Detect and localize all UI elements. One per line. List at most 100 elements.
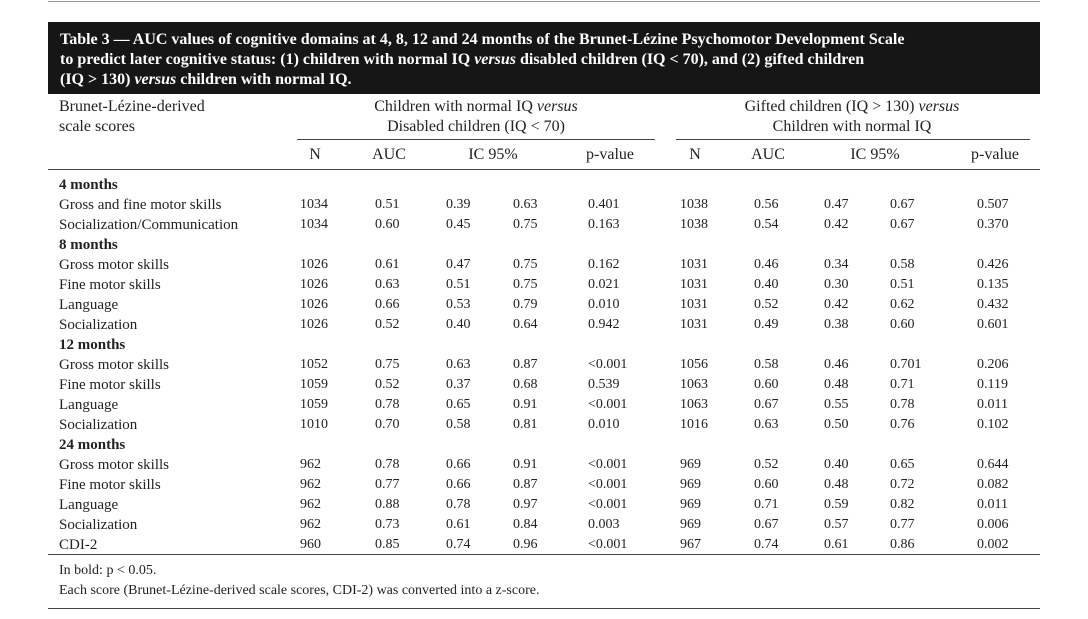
cell: 0.66 [446, 477, 471, 492]
cell: 0.79 [513, 297, 538, 312]
cell: 0.70 [375, 417, 400, 432]
cell: 0.72 [890, 477, 915, 492]
cell: 0.102 [977, 417, 1009, 432]
cell: 0.74 [754, 537, 779, 552]
row-label: Gross motor skills [59, 357, 170, 373]
cell: 0.011 [977, 397, 1008, 412]
cell: 0.82 [890, 497, 915, 512]
caption-text: (IQ > 130) [60, 71, 135, 88]
cell: 0.539 [588, 377, 620, 392]
cell: 0.71 [754, 497, 779, 512]
cell: 0.73 [375, 517, 400, 532]
column-header: N [309, 146, 321, 163]
group-header-text: Children with normal IQ [374, 98, 537, 115]
cell: 1059 [300, 397, 328, 412]
cell: 0.47 [446, 257, 471, 272]
cell: 0.006 [977, 517, 1009, 532]
cell: <0.001 [588, 357, 628, 372]
group-header-text: versus [536, 98, 578, 115]
row-label: Gross motor skills [59, 257, 170, 273]
group-header-text: Gifted children (IQ > 130) [744, 98, 919, 115]
footnote: Each score (Brunet-Lézine-derived scale … [59, 583, 540, 598]
cell: 0.62 [890, 297, 915, 312]
cell: 969 [680, 517, 701, 532]
group-header-text: Disabled children (IQ < 70) [387, 118, 565, 135]
cell: 0.61 [824, 537, 849, 552]
cell: 0.97 [513, 497, 538, 512]
body-rule [48, 554, 1040, 555]
cell: 0.75 [513, 257, 538, 272]
cell: 0.40 [754, 277, 779, 292]
row-label: Socialization [59, 417, 138, 433]
cell: 0.56 [754, 197, 779, 212]
cell: 969 [680, 477, 701, 492]
row-label: Gross and fine motor skills [59, 197, 222, 213]
cell: 967 [680, 537, 701, 552]
cell: 1010 [300, 417, 328, 432]
section-title: 8 months [59, 237, 118, 253]
cell: 0.88 [375, 497, 400, 512]
cell: 0.42 [824, 217, 849, 232]
cell: 0.54 [754, 217, 779, 232]
cell: 0.65 [890, 457, 915, 472]
row-label: CDI-2 [59, 537, 98, 553]
cell: 0.58 [446, 417, 471, 432]
column-header: p-value [586, 146, 634, 163]
cell: 0.64 [513, 317, 538, 332]
cell: 0.63 [754, 417, 779, 432]
cell: 0.68 [513, 377, 538, 392]
cell: 0.42 [824, 297, 849, 312]
cell: 0.67 [754, 397, 779, 412]
cell: 0.38 [824, 317, 849, 332]
cell: 0.644 [977, 457, 1009, 472]
cell: 0.91 [513, 397, 538, 412]
cell: 0.52 [754, 457, 779, 472]
cell: 0.162 [588, 257, 620, 272]
cell: 0.135 [977, 277, 1009, 292]
cell: 0.63 [375, 277, 400, 292]
cell: 0.75 [513, 217, 538, 232]
cell: 0.51 [446, 277, 471, 292]
cell: 0.37 [446, 377, 471, 392]
cell: 0.370 [977, 217, 1009, 232]
caption-line: to predict later cognitive status: (1) c… [60, 50, 864, 70]
cell: 0.74 [446, 537, 471, 552]
cell: 0.003 [588, 517, 620, 532]
cell: 0.942 [588, 317, 620, 332]
cell: <0.001 [588, 477, 628, 492]
column-header: IC 95% [850, 146, 900, 163]
group-header: Disabled children (IQ < 70) [387, 117, 565, 137]
cell: 0.46 [754, 257, 779, 272]
cell: 1031 [680, 297, 708, 312]
cell: 0.507 [977, 197, 1009, 212]
cell: 0.51 [890, 277, 915, 292]
group-rule [676, 139, 1030, 140]
cell: 0.082 [977, 477, 1009, 492]
cell: 1063 [680, 397, 708, 412]
row-label: Socialization [59, 517, 138, 533]
cell: 0.75 [513, 277, 538, 292]
cell: 1059 [300, 377, 328, 392]
cell: 0.401 [588, 197, 620, 212]
cell: 1056 [680, 357, 708, 372]
section-title: 24 months [59, 437, 126, 453]
footnote: In bold: p < 0.05. [59, 563, 157, 578]
cell: 1034 [300, 217, 328, 232]
cell: 0.206 [977, 357, 1009, 372]
cell: 0.58 [890, 257, 915, 272]
cell: 0.30 [824, 277, 849, 292]
cell: 0.67 [754, 517, 779, 532]
cell: 0.39 [446, 197, 471, 212]
cell: 1038 [680, 217, 708, 232]
cell: <0.001 [588, 457, 628, 472]
caption-line: Table 3 — AUC values of cognitive domain… [60, 30, 904, 50]
cell: <0.001 [588, 537, 628, 552]
cell: 0.701 [890, 357, 922, 372]
cell: 0.40 [824, 457, 849, 472]
cell: 1026 [300, 317, 328, 332]
row-label: Language [59, 397, 119, 413]
caption-line: (IQ > 130) versus children with normal I… [60, 70, 352, 90]
cell: 0.51 [375, 197, 400, 212]
cell: 0.76 [890, 417, 915, 432]
